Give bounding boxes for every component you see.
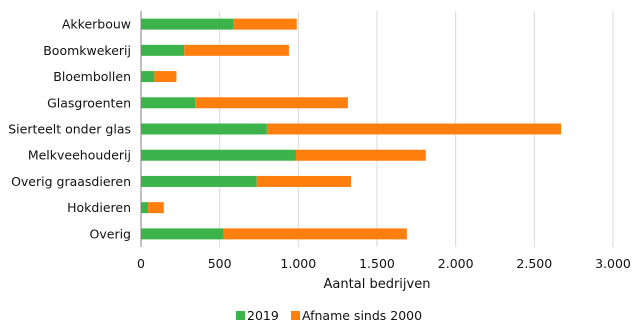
category-label: Overig graasdieren [11, 174, 131, 189]
category-label: Glasgroenten [47, 95, 131, 110]
bar-segment-afname [195, 97, 348, 109]
bar-segment-2019 [141, 97, 196, 109]
bar-segment-2019 [141, 44, 185, 56]
x-tick-label: 1.500 [359, 256, 395, 271]
bar-segment-afname [184, 44, 289, 56]
category-label: Sierteelt onder glas [8, 122, 131, 137]
category-label: Overig [90, 226, 131, 241]
bar-segment-2019 [141, 228, 224, 240]
category-label: Melkveehouderij [28, 148, 131, 163]
bar-segment-afname [154, 71, 177, 83]
bar-segment-afname [233, 18, 297, 30]
bar-segment-2019 [141, 71, 155, 83]
x-tick-label: 2.000 [438, 256, 474, 271]
legend-label: Afname sinds 2000 [302, 308, 422, 323]
category-label: Hokdieren [67, 200, 131, 215]
category-labels: Akkerbouw Boomkwekerij Bloembollen Glasgroe… [8, 17, 131, 242]
x-tick-label: 2.500 [516, 256, 552, 271]
x-tick-label: 0 [137, 256, 145, 271]
bar-segment-2019 [141, 123, 267, 135]
legend-swatch-2019 [236, 311, 245, 320]
x-tick-label: 1.000 [280, 256, 316, 271]
x-axis-title: Aantal bedrijven [324, 277, 431, 292]
legend-label: 2019 [247, 308, 279, 323]
bar-segment-afname [295, 149, 426, 161]
bar-segment-2019 [141, 18, 234, 30]
category-label: Akkerbouw [62, 17, 131, 32]
bar-segment-afname [223, 228, 407, 240]
x-tick-label: 3.000 [595, 256, 631, 271]
category-label: Boomkwekerij [43, 43, 131, 58]
bar-segment-2019 [141, 202, 149, 214]
bar-segment-2019 [141, 149, 296, 161]
legend: 2019 Afname sinds 2000 [236, 308, 422, 323]
bar-segment-afname [256, 175, 352, 187]
bar-segment-afname [266, 123, 562, 135]
legend-swatch-afname [291, 311, 300, 320]
bars [141, 18, 562, 240]
bar-segment-afname [148, 202, 164, 214]
bar-segment-2019 [141, 175, 257, 187]
x-tick-labels: 0 500 1.000 1.500 2.000 2.500 3.000 [137, 256, 631, 271]
category-label: Bloembollen [53, 69, 131, 84]
x-tick-label: 500 [208, 256, 232, 271]
